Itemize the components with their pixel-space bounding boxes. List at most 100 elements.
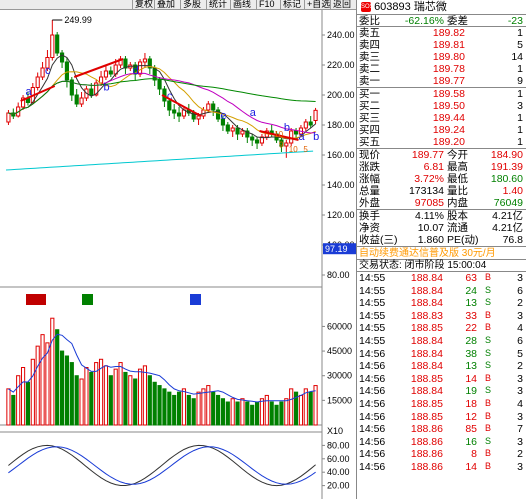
tick-row: 14:55 188.84 63 B 3 xyxy=(357,272,526,285)
trade-status: 交易状态: 闭市阶段 15:00:04 xyxy=(357,259,526,271)
candle-body xyxy=(94,82,99,96)
volume-bar xyxy=(269,401,274,426)
sell-order-row[interactable]: 卖一 189.77 9 xyxy=(357,75,526,87)
volume-bar xyxy=(235,401,240,426)
quote-stats-2: 换手 4.11% 股本 4.21亿 净资 10.07 流通 4.21亿 收益(三) 1.860 PE… xyxy=(357,209,526,246)
mark-button[interactable]: 标记 xyxy=(280,0,303,10)
tick-time: 14:56 xyxy=(359,448,386,461)
buy-order-row[interactable]: 买五 189.20 1 xyxy=(357,136,526,148)
buy-order-row[interactable]: 买一 189.58 1 xyxy=(357,88,526,100)
volume-bar xyxy=(142,365,148,426)
indicator-tick-label: 20.00 xyxy=(327,481,350,491)
candle-body xyxy=(50,34,55,58)
trend-line xyxy=(5,150,314,171)
wave-annotation: b xyxy=(313,131,319,143)
buy-order-price: 189.24 xyxy=(432,124,465,136)
volume-bar xyxy=(308,391,313,426)
volume-bar xyxy=(289,388,294,426)
sell-order-row[interactable]: 卖五 189.82 1 xyxy=(357,27,526,39)
tick-list[interactable]: 14:55 188.84 63 B 3 14:55 188.84 24 S 6 14:55 188.8… xyxy=(357,271,526,474)
back-button[interactable]: 返回 xyxy=(330,0,353,10)
promo-banner[interactable]: 自动续费通达信普及版 30元/月 xyxy=(357,246,526,259)
sell-order-row[interactable]: 卖四 189.81 5 xyxy=(357,39,526,51)
buy-order-row[interactable]: 买三 189.44 1 xyxy=(357,112,526,124)
indicator-tick-label: 80.00 xyxy=(327,440,350,450)
volume-bar xyxy=(16,375,21,426)
tick-direction: S xyxy=(484,334,491,345)
buy-order-row[interactable]: 买四 189.24 1 xyxy=(357,124,526,136)
buy-order-price: 189.44 xyxy=(432,112,465,124)
stock-header: SOS 603893 瑞芯微 xyxy=(357,0,526,14)
draw-line-button[interactable]: 画线 xyxy=(230,0,253,10)
tick-direction: S xyxy=(484,297,491,308)
sell-order-row[interactable]: 卖二 189.78 1 xyxy=(357,63,526,75)
tick-count: 3 xyxy=(517,309,523,322)
tick-time: 14:56 xyxy=(359,460,386,473)
indicator-line xyxy=(8,444,316,487)
overlay-button[interactable]: 叠加 xyxy=(154,0,177,10)
sell-order-label: 卖三 xyxy=(359,51,380,63)
tick-direction: B xyxy=(484,322,491,333)
chart-toolbar: 复权 叠加 多股 统计 画线 F10 标记 +自选 返回 xyxy=(0,0,356,10)
tick-price: 188.84 xyxy=(410,284,443,297)
tick-direction: B xyxy=(484,272,491,282)
tick-volume: 22 xyxy=(465,322,477,335)
price-tick-label: 80.00 xyxy=(327,270,350,280)
volume-bar xyxy=(313,385,318,426)
buy-order-row[interactable]: 买二 189.50 3 xyxy=(357,100,526,112)
stat-label: 总量 xyxy=(359,185,380,197)
tick-count: 5 xyxy=(517,347,523,360)
volume-bar xyxy=(147,375,152,426)
kline-chart-area[interactable]: 240.00 220.00 200.00 180.00 160.00 140.00 120.… xyxy=(0,10,356,499)
stat-value: 191.39 xyxy=(490,161,523,173)
stat-row: 外盘 97085 内盘 76049 xyxy=(357,197,526,209)
tick-direction: B xyxy=(484,460,491,471)
tick-count: 3 xyxy=(517,372,523,385)
stat-value: 6.81 xyxy=(423,161,444,173)
tick-price: 188.85 xyxy=(410,322,443,335)
sell-orders: 卖五 189.82 1 卖四 189.81 5 卖三 189.80 14 卖二 189.78 1 卖一 1… xyxy=(357,26,526,87)
kline-chart-svg[interactable]: 240.00 220.00 200.00 180.00 160.00 140.00 120.… xyxy=(0,10,356,499)
candle-body xyxy=(293,130,299,135)
stat-value: 1.860 xyxy=(417,234,444,246)
stat-label: PE(动) xyxy=(447,234,479,246)
tick-count: 4 xyxy=(517,397,523,410)
tick-row: 14:56 188.86 16 S 3 xyxy=(357,436,526,449)
tick-count: 3 xyxy=(517,410,523,423)
stat-value: 3.72% xyxy=(414,173,444,185)
volume-bar xyxy=(89,371,94,426)
tick-count: 3 xyxy=(517,435,523,448)
candle-body xyxy=(289,130,294,144)
candle-body xyxy=(259,136,265,144)
candle-body xyxy=(250,136,255,141)
buy-order-label: 买五 xyxy=(359,136,380,148)
sell-order-row[interactable]: 卖三 189.80 14 xyxy=(357,51,526,63)
price-tick-label: 200.00 xyxy=(327,90,355,100)
volume-bar xyxy=(225,401,230,426)
tick-row: 14:56 188.85 12 B 3 xyxy=(357,411,526,424)
volume-bar xyxy=(137,368,143,426)
sell-order-volume: 1 xyxy=(517,27,523,39)
statistics-button[interactable]: 统计 xyxy=(206,0,229,10)
tick-row: 14:55 188.85 22 B 4 xyxy=(357,322,526,335)
sell-order-label: 卖四 xyxy=(359,39,380,51)
buy-order-volume: 1 xyxy=(517,88,523,100)
multi-stock-button[interactable]: 多股 xyxy=(180,0,203,10)
weibi-label: 委比 xyxy=(359,15,380,27)
tick-price: 188.84 xyxy=(410,297,443,310)
candle-body xyxy=(235,127,240,135)
add-watchlist-button[interactable]: +自选 xyxy=(304,0,332,10)
f10-button[interactable]: F10 xyxy=(256,0,277,10)
tick-time: 14:56 xyxy=(359,372,386,385)
fuquan-button[interactable]: 复权 xyxy=(132,0,155,10)
stat-value: 1.40 xyxy=(502,185,523,197)
bar-mark: 10 xyxy=(274,130,283,139)
tick-price: 188.86 xyxy=(410,460,443,473)
tick-direction: S xyxy=(484,284,491,295)
candle-body xyxy=(79,97,84,105)
tick-row: 14:55 188.84 28 S 6 xyxy=(357,335,526,348)
tick-price: 188.86 xyxy=(410,448,443,461)
volume-bar xyxy=(11,394,16,426)
candle-body xyxy=(167,100,172,111)
wave-annotation: a xyxy=(26,86,33,98)
